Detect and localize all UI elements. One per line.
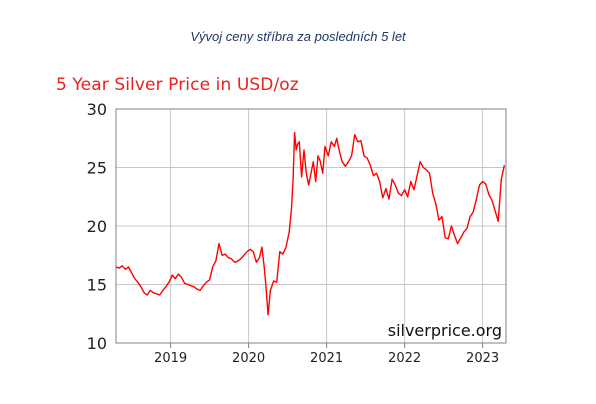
- plot-frame: [115, 108, 507, 344]
- x-tick-label: 2022: [388, 351, 421, 366]
- x-tick-label: 2020: [232, 351, 265, 366]
- x-axis-ticks: 2019 2020 2021 2022 2023: [154, 343, 499, 366]
- y-axis-ticks: 10 15 20 25 30: [87, 100, 107, 353]
- y-tick-label: 30: [87, 100, 107, 119]
- y-tick-label: 10: [87, 334, 107, 353]
- y-tick-label: 25: [87, 159, 107, 178]
- silver-price-line: [115, 131, 506, 316]
- chart-title: 5 Year Silver Price in USD/oz: [56, 75, 299, 95]
- chart-caption: Vývoj ceny stříbra za posledních 5 let: [190, 29, 406, 44]
- x-tick-label: 2019: [154, 351, 187, 366]
- chart-watermark: silverprice.org: [388, 321, 502, 340]
- x-tick-label: 2023: [466, 351, 499, 366]
- y-tick-label: 15: [87, 276, 107, 295]
- y-tick-label: 20: [87, 217, 107, 236]
- grid-lines: [116, 109, 506, 343]
- x-tick-label: 2021: [310, 351, 343, 366]
